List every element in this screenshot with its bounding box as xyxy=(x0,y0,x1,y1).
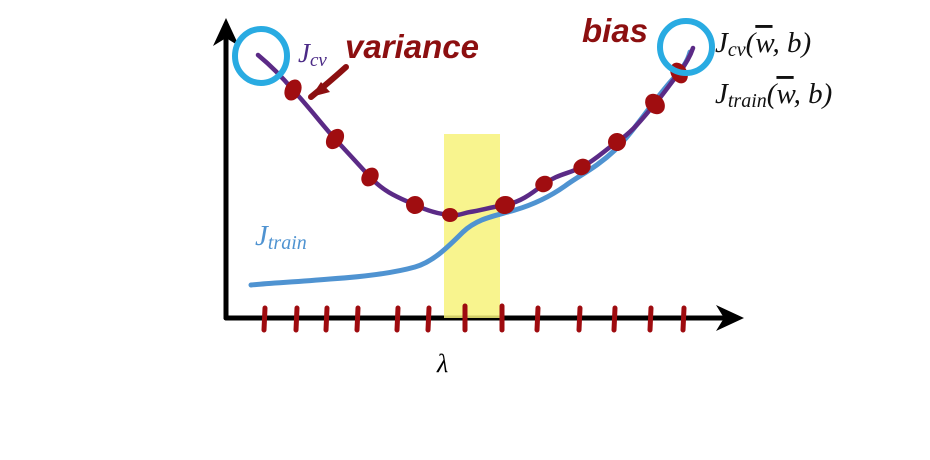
svg-text:Jtrain: Jtrain xyxy=(255,220,307,254)
svg-text:Jcv: Jcv xyxy=(298,38,327,71)
svg-text:variance: variance xyxy=(345,28,479,65)
svg-text:Jcv(w, b): Jcv(w, b) xyxy=(715,27,811,61)
svg-text:λ: λ xyxy=(436,349,448,378)
svg-text:bias: bias xyxy=(582,12,648,49)
svg-text:Jtrain(w, b): Jtrain(w, b) xyxy=(715,78,832,112)
